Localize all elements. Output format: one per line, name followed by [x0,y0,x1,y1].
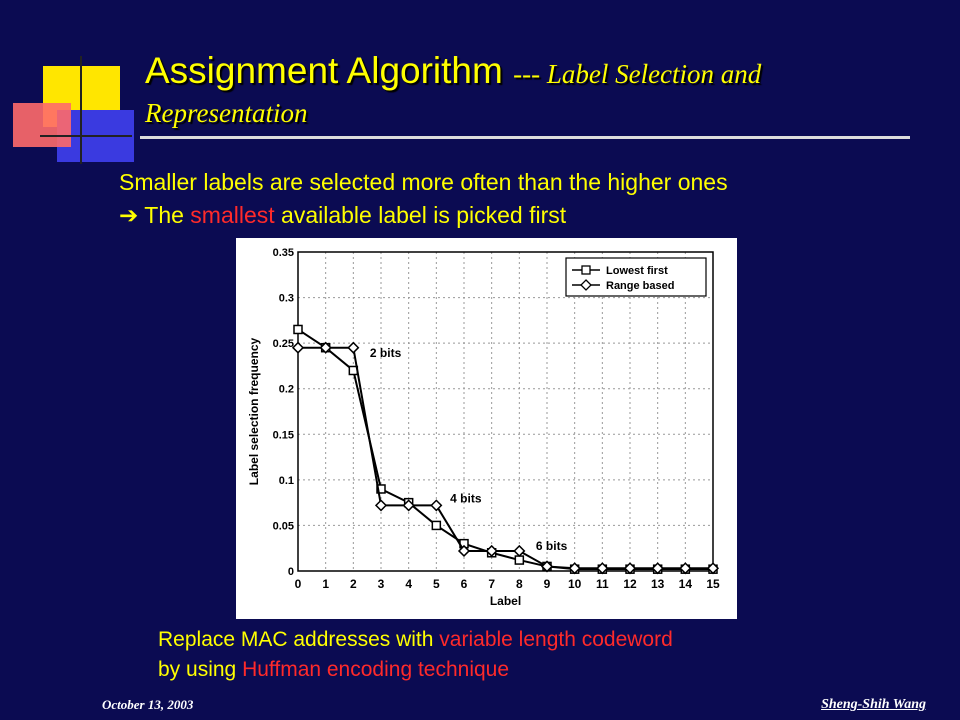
title-main-text: Assignment Algorithm [145,50,503,91]
data-point-diamond [430,499,443,512]
chart-svg: 0 1 2 3 4 5 6 7 8 9 10 11 12 13 14 1500.050.10.150.20.2… [247,247,720,608]
data-point-diamond [485,544,498,558]
x-tick-label: 3 [378,577,385,591]
data-point-diamond [651,562,664,575]
data-point-diamond [513,544,526,558]
x-tick-label: 11 [596,577,609,591]
title-rule [140,136,910,139]
series-line [298,346,713,570]
x-tick-label: 15 [706,577,720,591]
chart-annotation: 4 bits [450,492,482,506]
y-tick-label: 0.3 [279,293,294,305]
legend-marker-diamond [580,279,592,291]
data-point-square [376,484,386,494]
data-point-square [293,324,303,335]
y-tick-label: 0.35 [273,247,294,259]
y-tick-label: 0 [288,566,294,578]
series-line [297,328,713,571]
x-tick-label: 1 [322,577,329,591]
chart-figure: 0 1 2 3 4 5 6 7 8 9 10 11 12 13 14 15 0 0.05 0.1 0.15 0.2 0.2… [236,238,737,619]
x-tick-label: 4 [405,577,412,591]
y-tick-label: 0.25 [273,338,294,350]
x-axis-label: Label [490,594,521,608]
logo-vertical-line [80,56,82,164]
data-point-square [431,520,442,531]
footer-author: Sheng-Shih Wang [821,697,926,712]
y-tick-label: 0.05 [273,520,294,532]
legend-label: Range based [606,280,674,292]
caption-line2-highlight: Huffman encoding technique [242,658,510,681]
logo-horizontal-line [40,135,132,137]
data-point-diamond [319,341,332,354]
x-tick-label: 7 [488,577,495,591]
bullet-line2-prefix: The [144,202,184,228]
y-tick-label: 0.15 [273,429,294,441]
bullet-line2-highlight: smallest [190,202,275,228]
data-point-diamond [706,562,720,575]
bullet-line1: Smaller labels are selected more often t… [119,169,728,195]
data-point-diamond [457,544,471,558]
x-tick-label: 6 [461,577,468,591]
data-point-diamond [568,562,581,575]
x-tick-label: 9 [544,577,551,591]
y-axis-label: Label selection frequency [247,337,261,485]
footer-date: October 13, 2003 [102,697,194,712]
y-tick-label: 0.2 [279,384,294,396]
logo-pink-block [13,103,71,147]
title-sub-text: --- Label Selection and [513,59,762,89]
x-tick-label: 2 [350,577,357,591]
legend-label: Lowest first [606,265,668,277]
legend-marker-square [581,265,591,275]
data-point-diamond [596,562,609,575]
caption-line1-highlight: variable length codeword [439,628,673,651]
data-point-diamond [374,499,388,512]
x-tick-label: 5 [433,577,440,591]
data-point-diamond [540,560,554,573]
bullet-line2-suffix: available label is picked first [281,202,567,228]
x-tick-label: 13 [651,577,665,591]
plot-frame [297,251,714,572]
caption-line2-prefix: by using [158,658,237,681]
x-tick-label: 8 [516,577,523,591]
chart-annotation: 6 bits [536,539,568,553]
x-tick-label: 10 [568,577,582,591]
legend-box [565,257,707,297]
caption-line1: Replace MAC addresses with variable leng… [158,628,673,652]
bullet-line2: ➔ The smallest available label is picked… [119,202,566,229]
chart-annotation: 2 bits [370,346,402,360]
right-arrow-icon: ➔ [119,203,139,229]
caption-line2: by using Huffman encoding technique [158,658,509,682]
data-point-diamond [679,562,692,575]
data-point-diamond [291,341,305,354]
title-line2: Representation [145,98,308,128]
data-point-diamond [402,499,415,512]
x-tick-label: 14 [679,577,693,591]
caption-line1-prefix: Replace MAC addresses with [158,628,434,651]
x-tick-label: 12 [623,577,637,591]
x-tick-label: 0 [295,577,302,591]
data-point-diamond [347,341,360,354]
slide-title: Assignment Algorithm --- Label Selection… [145,50,761,92]
y-tick-label: 0.1 [279,475,294,487]
data-point-diamond [623,562,637,575]
data-point-square [514,555,525,565]
